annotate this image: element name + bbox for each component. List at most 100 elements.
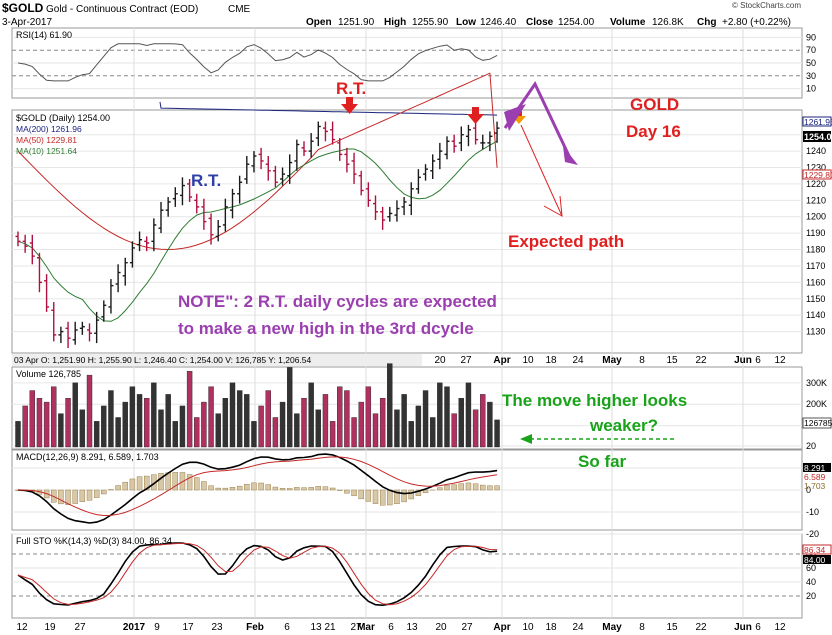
- volume-bar: [143, 398, 150, 448]
- rsi-tick-label: 50: [806, 58, 816, 68]
- volume-bar: [86, 374, 93, 448]
- price-bar: [437, 142, 443, 170]
- price-bar: [387, 206, 393, 222]
- macd-histogram-bar: [387, 489, 393, 506]
- volume-bar: [451, 413, 457, 448]
- macd-histogram-bar: [194, 477, 200, 491]
- volume-bar: [101, 405, 107, 448]
- x-axis-bottom-label: 13: [310, 622, 322, 633]
- x-axis-bottom-label: May: [602, 622, 622, 633]
- macd-label: MACD(12,26,9) 8.291, 6.589, 1.703: [16, 452, 159, 462]
- price-bar: [415, 169, 421, 194]
- price-bar: [394, 200, 400, 222]
- price-tick-label: 1150: [806, 294, 825, 304]
- volume-bar: [179, 405, 186, 448]
- macd-tick-label: 0: [806, 485, 811, 495]
- badge-volume: 126785: [804, 418, 832, 428]
- macd-histogram-bar: [394, 489, 400, 505]
- macd-histogram-bar: [422, 489, 429, 494]
- annotation-rt-left: R.T.: [191, 171, 221, 190]
- x-axis-top-label: Jun: [734, 355, 752, 366]
- volume-bar: [322, 394, 329, 448]
- price-bar: [72, 321, 78, 345]
- macd-histogram-bar: [158, 473, 164, 491]
- volume-bar: [65, 398, 71, 448]
- price-bar: [465, 124, 471, 147]
- x-axis-bottom-label: 9: [154, 622, 160, 633]
- sto-d-line: [17, 542, 498, 606]
- macd-histogram-bar: [487, 485, 493, 491]
- x-axis-bottom-label: 18: [545, 622, 557, 633]
- macd-histogram-bar: [129, 478, 136, 491]
- volume-bar: [472, 409, 479, 448]
- macd-histogram-bar: [186, 474, 193, 491]
- macd-histogram-bar: [172, 472, 179, 491]
- ohlc-strip-bg: [12, 354, 422, 366]
- x-axis-bottom-label: Mar: [357, 622, 375, 633]
- macd-histogram-bar: [279, 488, 286, 491]
- price-bar: [458, 126, 464, 152]
- price-bar: [301, 141, 307, 157]
- x-axis-top-label: 24: [572, 355, 584, 366]
- volume-bar: [136, 394, 143, 448]
- badge-sto-d: 86.34: [804, 545, 826, 555]
- annotation-note-line1: NOTE": 2 R.T. daily cycles are expected: [178, 292, 497, 311]
- price-bar: [244, 156, 250, 184]
- badge-volume-bg: [802, 417, 832, 429]
- x-axis-bottom-label: 27: [350, 622, 362, 633]
- price-bar: [15, 231, 21, 247]
- price-bar: [172, 187, 178, 207]
- annotation-weaker-line1: The move higher looks: [502, 391, 687, 410]
- price-bar: [480, 134, 486, 150]
- volume-bar: [51, 386, 57, 448]
- macd-histogram-bar: [122, 481, 128, 491]
- x-axis-top-label: 22: [695, 355, 707, 366]
- macd-histogram-bar: [472, 483, 479, 491]
- sto-panel: [11, 533, 803, 619]
- x-axis-bottom-label: 6: [284, 622, 290, 633]
- annotation-expected-path: Expected path: [508, 232, 624, 251]
- rsi-tick-label: 10: [806, 84, 816, 94]
- macd-histogram-bar: [229, 487, 236, 491]
- volume-value: 126.8K: [652, 17, 684, 28]
- volume-bar: [294, 413, 300, 448]
- price-tick-label: 1190: [806, 228, 825, 238]
- macd-histogram-bar: [451, 484, 457, 491]
- annotation-rt-top: R.T.: [336, 79, 366, 98]
- open-label: Open: [306, 17, 332, 28]
- volume-bar: [72, 382, 78, 448]
- volume-bar: [487, 401, 493, 448]
- price-bar: [65, 321, 71, 348]
- rsi-tick-label: 70: [806, 45, 816, 55]
- projected-path-purple-start: [504, 104, 526, 131]
- volume-bar: [494, 419, 500, 448]
- price-bar: [36, 252, 42, 293]
- badge-ma200-bg: [802, 116, 832, 127]
- price-bar: [258, 147, 264, 170]
- price-tick-label: 1160: [806, 277, 825, 287]
- rsi-label: RSI(14) 61.90: [16, 30, 72, 40]
- x-axis-bottom-label: 23: [211, 622, 223, 633]
- macd-histogram-bar: [408, 489, 414, 500]
- volume-bar: [344, 390, 350, 448]
- x-axis-bottom-label: 27: [74, 622, 86, 633]
- price-bar: [144, 236, 150, 252]
- price-bar: [351, 152, 357, 184]
- x-axis-bottom-label: 21: [324, 622, 336, 633]
- price-bars: [15, 121, 500, 348]
- volume-bar: [415, 405, 422, 448]
- x-axis-top-label: 8: [639, 355, 645, 366]
- volume-bar: [122, 401, 128, 448]
- price-bar: [315, 121, 321, 147]
- volume-bar: [379, 398, 386, 448]
- x-axis-bottom-label: 13: [406, 622, 418, 633]
- close-label: Close: [526, 17, 554, 28]
- macd-histogram-bar: [272, 486, 279, 491]
- volume-bar: [129, 386, 136, 448]
- volume-bar: [22, 405, 28, 448]
- macd-histogram-bar: [365, 489, 372, 502]
- annotation-weaker-line2: weaker?: [589, 416, 658, 435]
- macd-histogram-bar: [101, 489, 107, 495]
- price-bar: [308, 133, 314, 158]
